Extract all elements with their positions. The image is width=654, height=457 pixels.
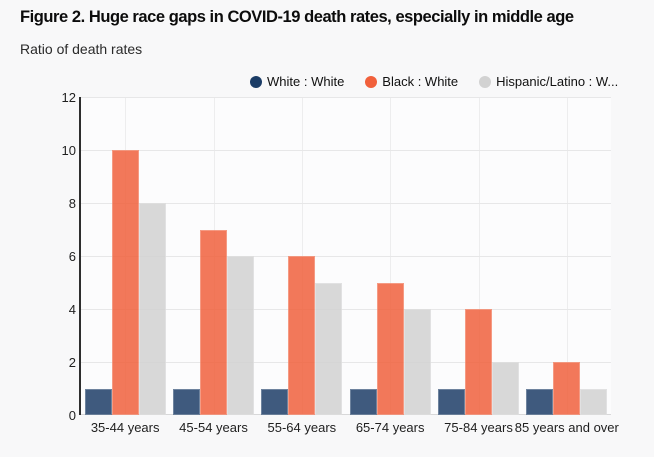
gridline-h — [81, 203, 611, 204]
gridline-h — [81, 256, 611, 257]
bar-white-white-5[interactable] — [438, 388, 465, 415]
y-tick-label: 8 — [68, 195, 76, 211]
legend-label: White : White — [267, 74, 345, 89]
x-axis-label: 35-44 years — [90, 420, 160, 435]
y-axis-labels: 0 2 4 6 8 10 12 — [0, 0, 76, 457]
x-axis-label: 45-54 years — [179, 420, 248, 435]
legend-item: White : White — [250, 74, 344, 89]
bar-hispanic-latino-w-3[interactable] — [315, 282, 343, 415]
bar-white-white-2[interactable] — [173, 388, 200, 415]
chart-subtitle: Ratio of death rates — [20, 41, 143, 57]
bar-white-white-3[interactable] — [261, 388, 289, 415]
legend-dot-icon — [479, 75, 492, 88]
gridline-h — [81, 362, 611, 363]
y-tick-label: 12 — [61, 89, 76, 105]
bar-hispanic-latino-w-4[interactable] — [403, 309, 431, 415]
legend-label: Hispanic/Latino : W... — [496, 74, 619, 89]
legend-dot-icon — [365, 75, 378, 88]
y-tick-label: 6 — [68, 248, 76, 264]
bar-hispanic-latino-w-1[interactable] — [138, 203, 166, 415]
bar-black-white-3[interactable] — [288, 256, 316, 415]
x-axis-label: 65-74 years — [355, 420, 425, 435]
x-axis-baseline — [81, 414, 611, 415]
bar-hispanic-latino-w-6[interactable] — [580, 388, 608, 415]
bar-black-white-1[interactable] — [111, 150, 139, 415]
x-axis-label: 55-64 years — [267, 420, 337, 435]
bar-white-white-1[interactable] — [84, 388, 112, 415]
bar-black-white-4[interactable] — [376, 282, 404, 415]
gridline-h — [81, 150, 611, 151]
legend: White : White Black : White Hispanic/Latin… — [250, 74, 618, 89]
bar-hispanic-latino-w-5[interactable] — [492, 362, 519, 415]
x-axis-label: 75-84 years — [444, 420, 513, 435]
bar-white-white-6[interactable] — [526, 388, 554, 415]
gridline-h — [81, 97, 611, 98]
y-tick-label: 0 — [68, 407, 76, 423]
bar-black-white-5[interactable] — [465, 309, 492, 415]
plot-area — [81, 97, 611, 415]
bar-white-white-4[interactable] — [349, 388, 377, 415]
bar-hispanic-latino-w-2[interactable] — [227, 256, 254, 415]
legend-dot-icon — [250, 75, 262, 88]
gridline-h — [81, 309, 611, 310]
y-tick-label: 10 — [61, 142, 76, 158]
x-axis-label: 85 years and over — [514, 420, 619, 435]
chart-title: Figure 2. Huge race gaps in COVID-19 dea… — [20, 8, 574, 26]
y-tick-label: 2 — [68, 354, 76, 370]
legend-item: Hispanic/Latino : W... — [479, 74, 618, 89]
bar-black-white-2[interactable] — [200, 229, 227, 415]
y-axis-line — [79, 97, 81, 415]
legend-item: Black : White — [365, 74, 458, 89]
y-tick-label: 4 — [68, 301, 76, 317]
bar-black-white-6[interactable] — [553, 362, 581, 415]
legend-label: Black : White — [382, 74, 459, 89]
